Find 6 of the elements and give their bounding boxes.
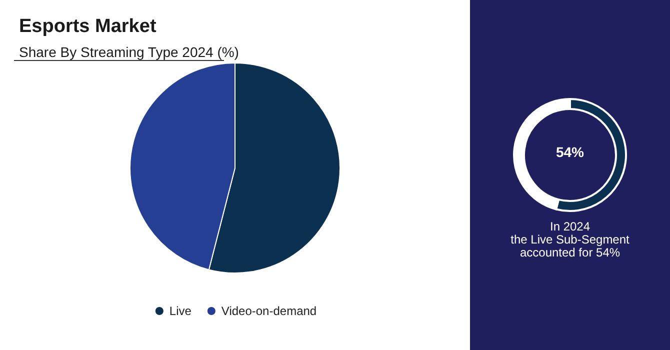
text: In 2024 the Live Sub-Segment accounted for 54% xyxy=(510,220,630,260)
chart-subtitle: Share By Streaming Type 2024 (%) xyxy=(19,44,239,60)
legend-label: Live xyxy=(169,304,192,318)
chart-title: Esports Market xyxy=(19,16,157,37)
text: 54% xyxy=(556,144,585,160)
legend-label: Video-on-demand xyxy=(221,304,317,318)
